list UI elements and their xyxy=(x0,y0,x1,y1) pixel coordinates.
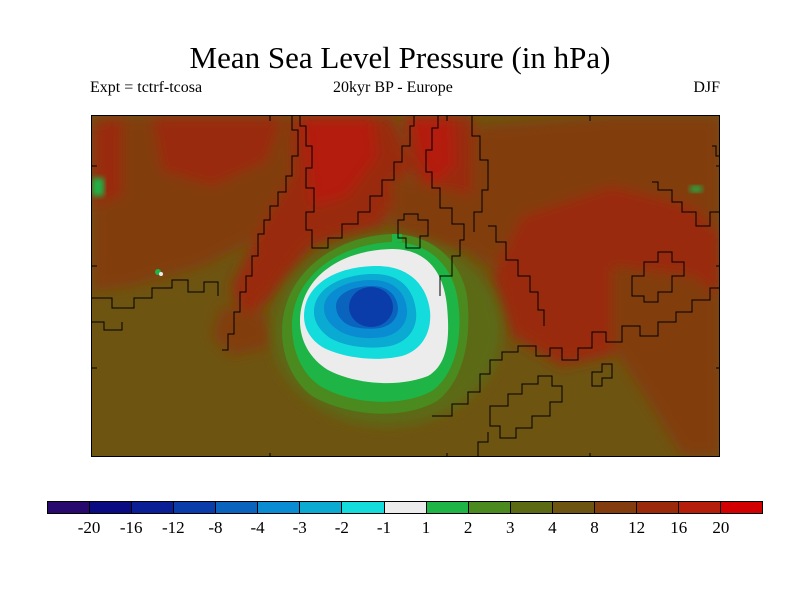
colorbar-label: -20 xyxy=(77,518,101,537)
colorbar-label: -1 xyxy=(376,518,392,537)
coastlines xyxy=(92,116,719,456)
colorbar-segment xyxy=(551,502,594,513)
colorbar-segment xyxy=(677,502,720,513)
green-specks xyxy=(92,178,702,276)
colorbar-label: 2 xyxy=(463,518,473,537)
experiment-label: Expt = tctrf-tcosa xyxy=(90,79,203,96)
colorbar-label: -2 xyxy=(334,518,349,537)
colorbar-segment xyxy=(89,502,132,513)
colorbar-label: 4 xyxy=(548,518,557,537)
colorbar-label: -16 xyxy=(119,518,143,537)
colorbar-segment xyxy=(509,502,552,513)
axis-ticks xyxy=(92,116,719,456)
colorbar-segment xyxy=(257,502,300,513)
chart-title: Mean Sea Level Pressure (in hPa) xyxy=(189,40,611,75)
colorbar-label: -12 xyxy=(162,518,185,537)
colorbar-segment xyxy=(215,502,258,513)
colorbar-label: -3 xyxy=(292,518,307,537)
colorbar-segment xyxy=(173,502,216,513)
colorbar-segment xyxy=(131,502,174,513)
low-pressure-anomaly xyxy=(272,234,502,426)
colorbar-label: 1 xyxy=(421,518,431,537)
season-label: DJF xyxy=(693,79,720,96)
colorbar-label: 20 xyxy=(712,518,730,537)
pressure-map xyxy=(91,115,720,457)
positive-anomaly-regions xyxy=(92,116,719,456)
period-region-label: 20kyr BP - Europe xyxy=(333,79,453,96)
colorbar-segment xyxy=(635,502,678,513)
colorbar xyxy=(47,501,763,514)
colorbar-label: 16 xyxy=(670,518,688,537)
colorbar-segment xyxy=(720,502,763,513)
colorbar-label: -4 xyxy=(250,518,265,537)
colorbar-segment xyxy=(341,502,384,513)
colorbar-segment xyxy=(48,502,90,513)
colorbar-label: 3 xyxy=(506,518,515,537)
colorbar-segment xyxy=(299,502,342,513)
colorbar-segment xyxy=(467,502,510,513)
colorbar-label: 12 xyxy=(628,518,646,537)
colorbar-segment xyxy=(593,502,636,513)
colorbar-label: -8 xyxy=(208,518,223,537)
colorbar-segment xyxy=(383,502,426,513)
colorbar-label: 8 xyxy=(590,518,599,537)
colorbar-segment xyxy=(425,502,468,513)
